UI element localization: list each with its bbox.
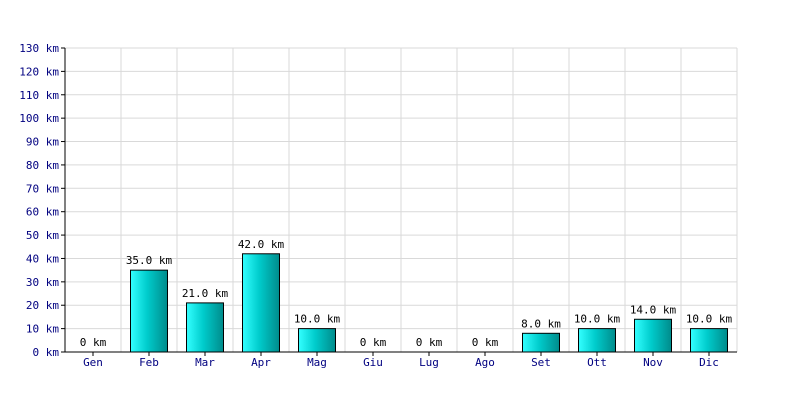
data-label: 10.0 km	[294, 313, 341, 326]
y-tick-label: 0 km	[33, 346, 60, 359]
x-tick-label: Giu	[363, 356, 383, 369]
y-tick-label: 110 km	[19, 89, 59, 102]
data-label: 42.0 km	[238, 238, 285, 251]
y-tick-label: 30 km	[26, 276, 59, 289]
data-label: 0 km	[80, 336, 107, 349]
grid	[65, 47, 738, 353]
data-label: 0 km	[360, 336, 387, 349]
y-tick-label: 70 km	[26, 182, 59, 195]
x-tick-label: Mar	[195, 356, 215, 369]
y-tick-label: 80 km	[26, 159, 59, 172]
bar-ott	[578, 328, 616, 353]
y-tick-label: 90 km	[26, 136, 59, 149]
x-tick-label: Dic	[699, 356, 719, 369]
data-label: 10.0 km	[574, 313, 621, 326]
bar-nov	[634, 318, 672, 353]
x-tick-labels: Gen Feb Mar Apr Mag Giu Lug Ago Set Ott Nov Dic	[83, 356, 719, 369]
y-tick-label: 10 km	[26, 323, 59, 336]
x-tick-label: Nov	[643, 356, 663, 369]
x-tick-label: Set	[531, 356, 551, 369]
x-tick-label: Ott	[587, 356, 607, 369]
y-tick-label: 40 km	[26, 252, 59, 265]
bar-dic	[690, 328, 728, 353]
y-tick-label: 120 km	[19, 65, 59, 78]
bar-mag	[298, 328, 336, 353]
bar-apr	[242, 253, 280, 353]
data-labels: 0 km 35.0 km 21.0 km 42.0 km 10.0 km 0 km 0 km…	[80, 238, 733, 349]
y-tick-label: 100 km	[19, 112, 59, 125]
data-label: 10.0 km	[686, 313, 733, 326]
x-tick-label: Apr	[251, 356, 271, 369]
x-tick-label: Feb	[139, 356, 159, 369]
data-label: 0 km	[416, 336, 443, 349]
y-tick-label: 130 km	[19, 42, 59, 55]
axes	[61, 47, 737, 356]
bar-mar	[186, 302, 224, 353]
y-tick-labels: 0 km 10 km 20 km 30 km 40 km 50 km 60 km 70 km 8…	[19, 42, 59, 359]
bar-feb	[130, 269, 168, 353]
y-tick-label: 60 km	[26, 206, 59, 219]
data-label: 14.0 km	[630, 303, 677, 316]
x-tick-label: Ago	[475, 356, 495, 369]
data-label: 8.0 km	[521, 317, 561, 330]
data-label: 21.0 km	[182, 287, 229, 300]
bar-set	[522, 332, 560, 353]
x-tick-label: Mag	[307, 356, 327, 369]
x-tick-label: Gen	[83, 356, 103, 369]
y-tick-label: 50 km	[26, 229, 59, 242]
x-tick-label: Lug	[419, 356, 439, 369]
data-label: 35.0 km	[126, 254, 173, 267]
data-label: 0 km	[472, 336, 499, 349]
y-tick-label: 20 km	[26, 299, 59, 312]
